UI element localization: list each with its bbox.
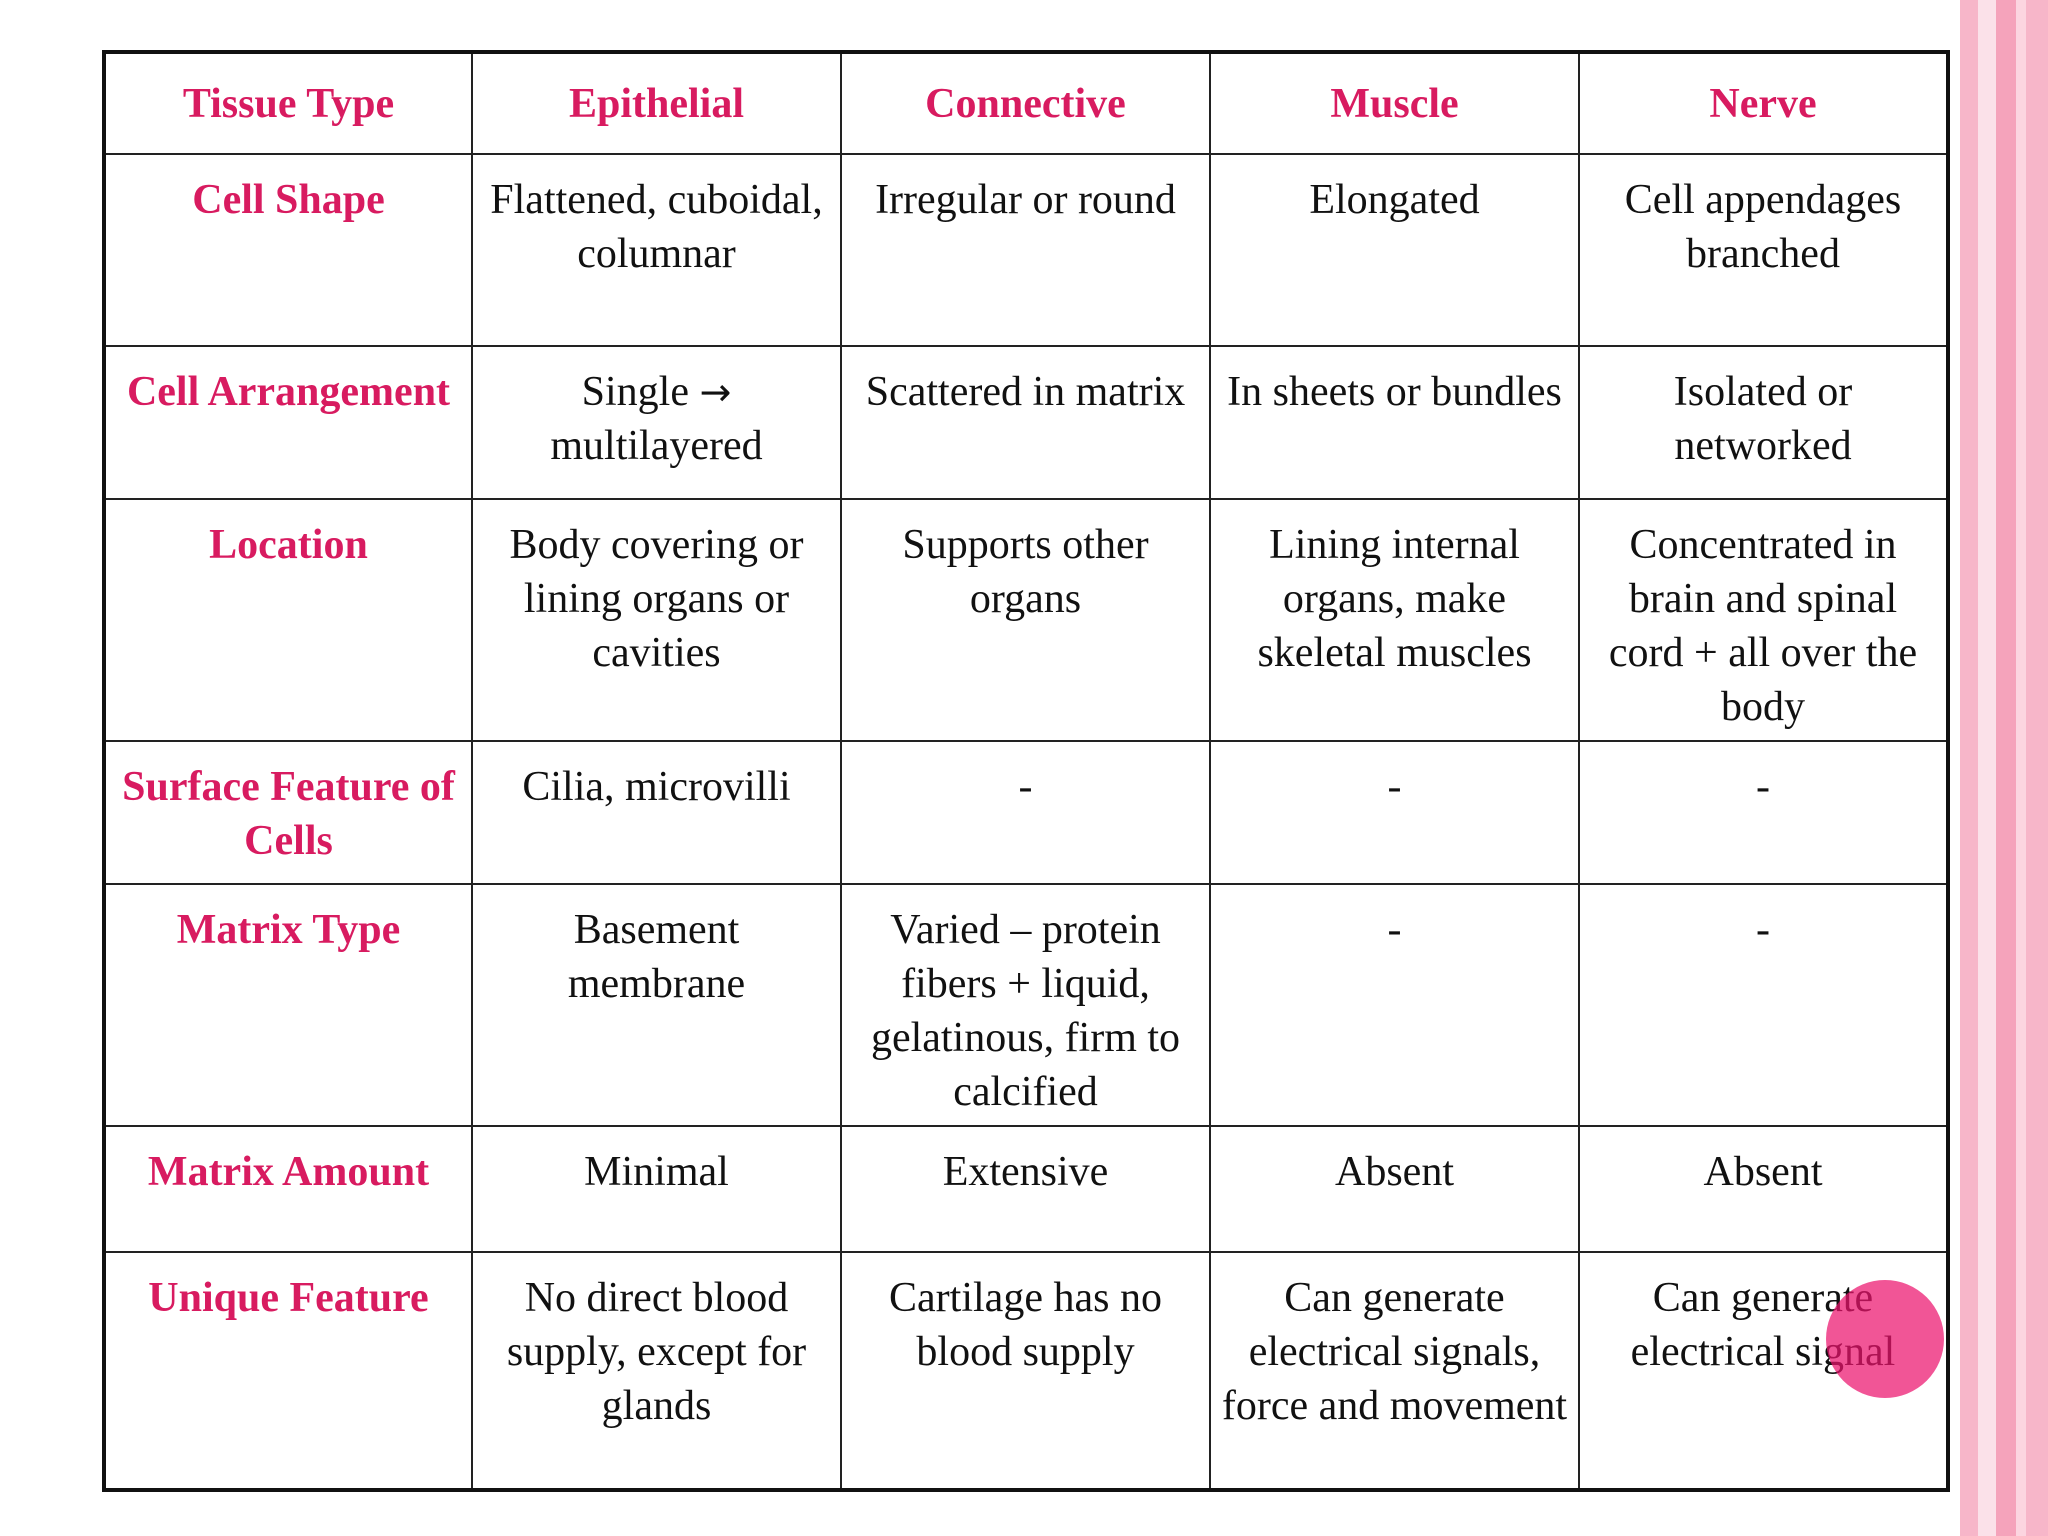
table-row: Cell Arrangement Single → multilayered Sc… — [103, 345, 1949, 500]
row-header-location: Location — [103, 498, 473, 742]
decorative-stripe — [1996, 0, 2016, 1536]
decorative-stripe — [2026, 0, 2048, 1536]
table-cell: Single → multilayered — [471, 345, 842, 500]
table-cell: - — [840, 740, 1211, 885]
table-cell: No direct blood supply, except for gland… — [471, 1251, 842, 1491]
table-cell: Elongated — [1209, 153, 1580, 347]
table-cell: Isolated or networked — [1578, 345, 1949, 500]
arrow-right-icon: → — [699, 370, 732, 414]
table-row: Matrix Type Basement membrane Varied – p… — [103, 883, 1949, 1127]
table-cell: Cilia, microvilli — [471, 740, 842, 885]
cell-text: Single — [581, 369, 689, 415]
table-cell: Irregular or round — [840, 153, 1211, 347]
table-cell: Absent — [1578, 1125, 1949, 1253]
table-cell: Basement membrane — [471, 883, 842, 1127]
table-cell: Supports other organs — [840, 498, 1211, 742]
decorative-stripe — [1978, 0, 1996, 1536]
table-cell: Cell appendages branched — [1578, 153, 1949, 347]
row-header-unique-feature: Unique Feature — [103, 1251, 473, 1491]
column-header-connective: Connective — [840, 51, 1211, 155]
column-header-muscle: Muscle — [1209, 51, 1580, 155]
decorative-stripe — [1960, 0, 1978, 1536]
table-row: Unique Feature No direct blood supply, e… — [103, 1251, 1949, 1491]
table-cell: Can generate electrical signals, force a… — [1209, 1251, 1580, 1491]
table-cell: Cartilage has no blood supply — [840, 1251, 1211, 1491]
table-cell: Lining internal organs, make skeletal mu… — [1209, 498, 1580, 742]
corner-header: Tissue Type — [103, 51, 473, 155]
table-cell: Concentrated in brain and spinal cord + … — [1578, 498, 1949, 742]
table-row: Matrix Amount Minimal Extensive Absent A… — [103, 1125, 1949, 1253]
table-cell: - — [1209, 740, 1580, 885]
tissue-comparison-table: Tissue Type Epithelial Connective Muscle… — [102, 50, 1950, 1492]
table-cell: Flattened, cuboidal, columnar — [471, 153, 842, 347]
table-cell: Absent — [1209, 1125, 1580, 1253]
laser-pointer-dot-icon — [1826, 1280, 1944, 1398]
table-header-row: Tissue Type Epithelial Connective Muscle… — [103, 51, 1949, 155]
table-cell: In sheets or bundles — [1209, 345, 1580, 500]
table-cell: - — [1578, 740, 1949, 885]
table-row: Cell Shape Flattened, cuboidal, columnar… — [103, 153, 1949, 347]
table-cell: - — [1578, 883, 1949, 1127]
row-header-matrix-type: Matrix Type — [103, 883, 473, 1127]
table-cell: Minimal — [471, 1125, 842, 1253]
table-row: Location Body covering or lining organs … — [103, 498, 1949, 742]
row-header-cell-arrangement: Cell Arrangement — [103, 345, 473, 500]
table-cell: - — [1209, 883, 1580, 1127]
column-header-nerve: Nerve — [1578, 51, 1949, 155]
row-header-surface-feature: Surface Feature of Cells — [103, 740, 473, 885]
cell-text: multilayered — [550, 423, 763, 469]
table-cell: Scattered in matrix — [840, 345, 1211, 500]
column-header-epithelial: Epithelial — [471, 51, 842, 155]
table-cell: Extensive — [840, 1125, 1211, 1253]
table-cell: Body covering or lining organs or caviti… — [471, 498, 842, 742]
decorative-stripe — [2016, 0, 2026, 1536]
row-header-cell-shape: Cell Shape — [103, 153, 473, 347]
row-header-matrix-amount: Matrix Amount — [103, 1125, 473, 1253]
table-cell: Varied – protein fibers + liquid, gelati… — [840, 883, 1211, 1127]
table-row: Surface Feature of Cells Cilia, microvil… — [103, 740, 1949, 885]
